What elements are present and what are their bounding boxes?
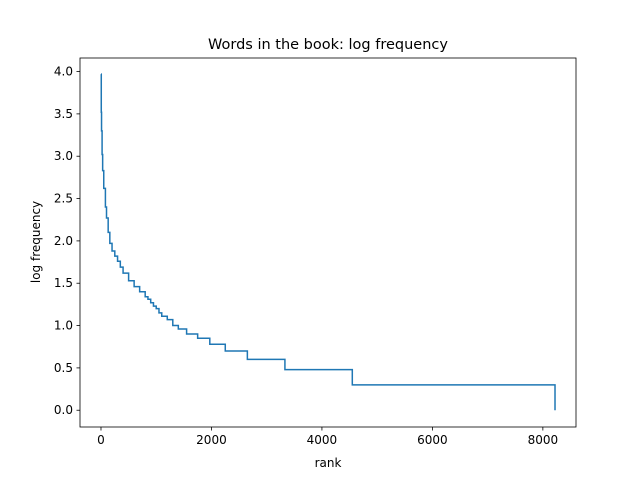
series-line <box>100 73 556 411</box>
x-axis-ticks: 0 2000 4000 6000 8000 <box>97 427 558 447</box>
chart-title: Words in the book: log frequency <box>208 37 448 53</box>
plot-area <box>100 73 556 411</box>
y-tick-label: 3.0 <box>54 149 73 163</box>
y-axis-label: log frequency <box>29 201 43 283</box>
x-tick-label: 6000 <box>417 433 448 447</box>
y-tick-label: 0.0 <box>54 403 73 417</box>
y-tick-label: 1.5 <box>54 276 73 290</box>
y-tick-label: 0.5 <box>54 361 73 375</box>
y-tick-label: 4.0 <box>54 65 73 79</box>
x-tick-label: 8000 <box>528 433 559 447</box>
y-axis-ticks: 0.0 0.5 1.0 1.5 2.0 2.5 3.0 3.5 4.0 <box>54 65 80 417</box>
x-axis-label: rank <box>315 456 342 470</box>
plot-frame <box>79 57 577 428</box>
y-tick-label: 2.0 <box>54 234 73 248</box>
x-tick-label: 2000 <box>196 433 227 447</box>
y-tick-label: 2.5 <box>54 192 73 206</box>
x-tick-label: 0 <box>97 433 105 447</box>
x-tick-label: 4000 <box>307 433 338 447</box>
y-tick-label: 1.0 <box>54 319 73 333</box>
y-tick-label: 3.5 <box>54 107 73 121</box>
